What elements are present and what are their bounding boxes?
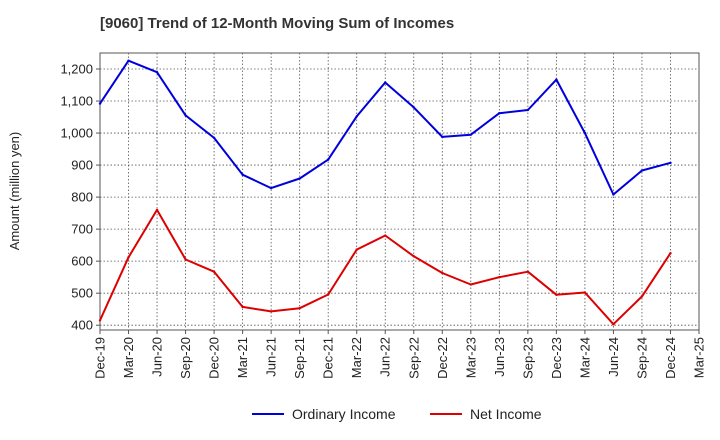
net-income-point — [412, 255, 415, 258]
x-tick-label: Sep-21 — [292, 337, 307, 379]
y-tick-label: 400 — [71, 318, 93, 333]
ordinary-income-point — [384, 81, 387, 84]
x-tick-label: Jun-20 — [150, 337, 165, 377]
y-axis-title: Amount (million yen) — [7, 132, 22, 251]
ordinary-income-point — [640, 169, 644, 172]
y-tick-label: 500 — [71, 286, 93, 301]
ordinary-income-point — [612, 193, 615, 196]
ordinary-income-point — [526, 108, 530, 112]
x-axis: Dec-19 Mar-20 Jun-20 Sep-20 Dec-20 Mar-21 Jun-… — [93, 330, 707, 379]
x-tick-label: Dec-20 — [207, 337, 222, 379]
ordinary-income-point — [98, 102, 102, 105]
ordinary-income-point — [498, 112, 501, 115]
x-tick-label: Jun-22 — [378, 337, 393, 377]
ordinary-income-point — [155, 71, 159, 74]
x-tick-label: Mar-25 — [692, 337, 707, 378]
ordinary-income-point — [412, 106, 415, 109]
net-income-point — [212, 270, 216, 273]
net-income-point — [127, 256, 130, 259]
x-tick-label: Mar-20 — [121, 337, 136, 378]
ordinary-income-point — [212, 136, 216, 140]
x-tick-label: Jun-23 — [492, 337, 507, 377]
ordinary-income-point — [469, 133, 473, 136]
x-tick-label: Dec-22 — [435, 337, 450, 379]
ordinary-income-point — [441, 135, 444, 139]
net-income-point — [241, 305, 244, 309]
net-income-point — [555, 293, 558, 296]
plot-area — [99, 52, 700, 331]
net-income-point — [298, 307, 301, 310]
ordinary-income-point — [298, 177, 301, 180]
ordinary-income-point — [326, 158, 330, 161]
y-tick-label: 1,200 — [60, 62, 93, 77]
x-tick-label: Dec-23 — [549, 337, 564, 379]
net-income-point — [355, 248, 358, 251]
series-lines — [98, 59, 672, 326]
net-income-point — [184, 258, 187, 261]
net-income-point — [526, 270, 530, 273]
y-tick-label: 600 — [71, 254, 93, 269]
x-tick-label: Sep-20 — [178, 337, 193, 379]
net-income-point — [640, 295, 644, 298]
x-tick-label: Mar-22 — [349, 337, 364, 378]
ordinary-income-point — [583, 131, 587, 135]
x-tick-label: Mar-21 — [235, 337, 250, 378]
ordinary-income-point — [355, 115, 358, 118]
gridlines — [100, 53, 699, 330]
net-income-point — [612, 323, 615, 326]
y-tick-label: 1,000 — [60, 126, 93, 141]
x-tick-label: Mar-24 — [577, 337, 592, 378]
ordinary-income-point — [669, 161, 672, 165]
x-tick-label: Sep-23 — [520, 337, 535, 379]
x-tick-label: Dec-19 — [93, 337, 108, 379]
net-income-point — [384, 234, 387, 237]
legend-label-ordinary-income: Ordinary Income — [292, 406, 396, 422]
net-income-point — [269, 310, 273, 313]
ordinary-income-point — [269, 186, 273, 190]
net-income-point — [583, 291, 587, 294]
chart-title: [9060] Trend of 12-Month Moving Sum of I… — [100, 15, 455, 32]
x-tick-label: Mar-23 — [463, 337, 478, 378]
legend-label-net-income: Net Income — [470, 406, 542, 422]
net-income-point — [155, 208, 159, 212]
net-income-point — [326, 293, 330, 296]
y-axis: 400 500 600 700 800 900 1,000 1,100 1,200 — [60, 62, 100, 333]
net-income-point — [469, 283, 473, 286]
x-tick-label: Jun-21 — [264, 337, 279, 377]
x-tick-label: Dec-24 — [663, 337, 678, 379]
y-tick-label: 800 — [71, 190, 93, 205]
x-tick-label: Dec-21 — [321, 337, 336, 379]
x-tick-label: Jun-24 — [606, 337, 621, 377]
ordinary-income-point — [241, 173, 244, 176]
net-income-point — [441, 271, 444, 275]
net-income-point — [98, 319, 102, 322]
y-tick-label: 1,100 — [60, 94, 93, 109]
ordinary-income-point — [184, 114, 187, 117]
x-tick-label: Sep-22 — [406, 337, 421, 379]
net-income-point — [498, 275, 501, 279]
plot-frame — [99, 52, 700, 331]
y-tick-label: 900 — [71, 158, 93, 173]
x-tick-label: Sep-24 — [634, 337, 649, 379]
legend: Ordinary Income Net Income — [252, 406, 542, 422]
y-tick-label: 700 — [71, 222, 93, 237]
ordinary-income-point — [555, 78, 558, 81]
net-income-point — [669, 251, 672, 255]
ordinary-income-point — [127, 59, 130, 62]
